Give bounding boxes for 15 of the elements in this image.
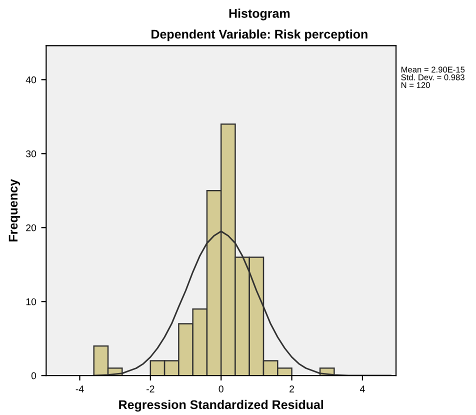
y-tick-label: 10 bbox=[26, 298, 36, 306]
y-tick-label: 0 bbox=[31, 372, 36, 380]
y-tick-label: 40 bbox=[26, 76, 36, 84]
chart-subtitle: Dependent Variable: Risk perception bbox=[152, 29, 368, 42]
x-tick-label: 0 bbox=[218, 386, 224, 392]
y-tick-label: 20 bbox=[26, 224, 36, 232]
x-tick-label: 2 bbox=[290, 386, 294, 392]
x-tick-label: 4 bbox=[360, 386, 365, 392]
y-tick-label: 30 bbox=[26, 150, 36, 158]
x-tick-label: -4 bbox=[76, 386, 84, 392]
chart-title: Histogram bbox=[229, 8, 290, 20]
y-axis-title: Frequency bbox=[8, 179, 20, 242]
x-axis-title: Regression Standardized Residual bbox=[119, 400, 324, 412]
text: Mean = 2.90E-15 Std. Dev. = 0.983 N = 120 bbox=[401, 66, 465, 88]
x-tick-label: -2 bbox=[146, 386, 154, 392]
